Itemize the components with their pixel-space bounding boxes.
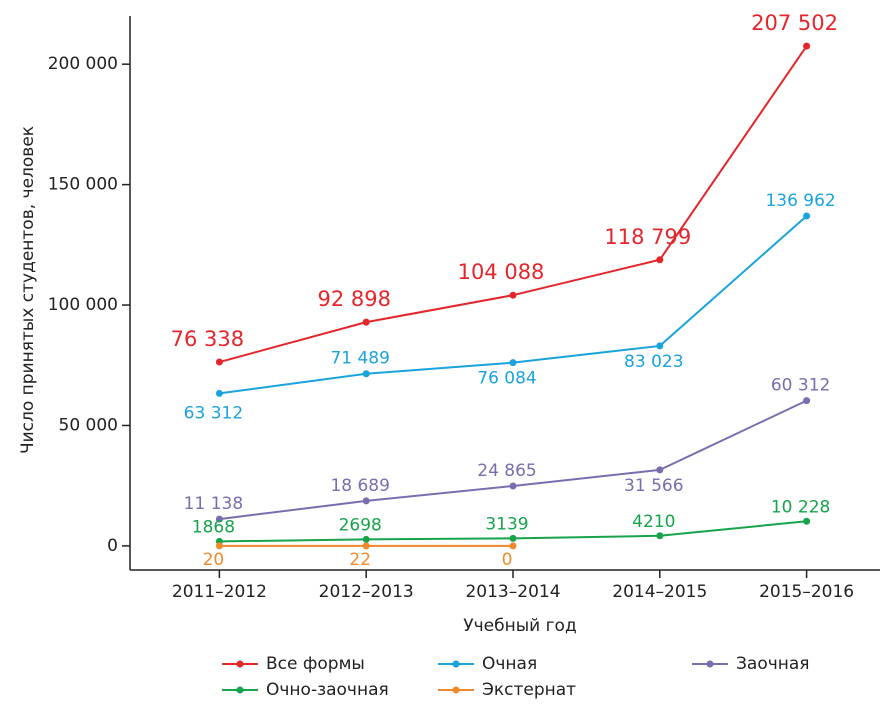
x-axis-title: Учебный год [463, 616, 576, 636]
data-label: 104 088 [458, 260, 545, 284]
point [656, 256, 664, 264]
data-label: 136 962 [765, 191, 835, 211]
data-label: 0 [502, 550, 513, 570]
point [509, 291, 517, 299]
legend-marker [236, 660, 244, 668]
data-label: 92 898 [317, 287, 390, 311]
line [219, 399, 808, 521]
data-label: 76 084 [477, 369, 536, 389]
data-label: 63 312 [184, 403, 243, 423]
data-label: 10 228 [771, 497, 830, 517]
point [215, 515, 223, 523]
point [509, 542, 517, 550]
y-axis-title: Число принятых студентов, человек [18, 126, 38, 454]
point [215, 358, 223, 366]
point [362, 318, 370, 326]
point [803, 517, 811, 525]
legend-marker [452, 660, 460, 668]
data-label: 76 338 [171, 327, 244, 351]
y-tick-label: 0 [107, 536, 118, 556]
legend-label: Все формы [266, 654, 365, 674]
point [509, 359, 517, 367]
point [215, 389, 223, 397]
y-tick-label: 50 000 [59, 415, 118, 435]
point [803, 212, 811, 220]
legend-marker [706, 660, 714, 668]
data-label: 60 312 [771, 376, 830, 396]
y-tick-label: 100 000 [48, 295, 118, 315]
legend-label: Экстернат [482, 680, 576, 700]
data-label: 24 865 [477, 461, 536, 481]
legend-label: Очная [482, 654, 537, 674]
data-label: 118 799 [604, 225, 691, 249]
data-label: 1868 [192, 517, 235, 537]
data-label: 11 138 [184, 494, 243, 514]
point [215, 542, 223, 550]
point [656, 342, 664, 350]
point [362, 535, 370, 543]
data-label: 22 [349, 550, 371, 570]
data-label: 2698 [339, 515, 382, 535]
point [803, 397, 811, 405]
point [803, 42, 811, 50]
point [656, 532, 664, 540]
x-tick-label: 2014–2015 [612, 582, 707, 602]
data-label: 71 489 [330, 349, 389, 369]
point [656, 466, 664, 474]
x-tick-label: 2011–2012 [172, 582, 267, 602]
line [219, 45, 808, 364]
data-label: 83 023 [624, 352, 683, 372]
legend-label: Очно-заочная [266, 680, 389, 700]
point [509, 534, 517, 542]
x-tick-label: 2013–2014 [465, 582, 560, 602]
data-label: 207 502 [751, 11, 838, 35]
data-label: 3139 [485, 514, 528, 534]
point [509, 482, 517, 490]
x-tick-label: 2015–2016 [759, 582, 854, 602]
point [362, 497, 370, 505]
legend-label: Заочная [736, 654, 810, 674]
data-label: 18 689 [330, 476, 389, 496]
point [362, 370, 370, 378]
data-label: 31 566 [624, 476, 683, 496]
point [362, 542, 370, 550]
y-tick-label: 150 000 [48, 175, 118, 195]
legend-marker [236, 686, 244, 694]
data-label: 20 [203, 550, 225, 570]
line [219, 215, 808, 395]
x-tick-label: 2012–2013 [319, 582, 414, 602]
data-label: 4210 [632, 512, 675, 532]
y-tick-label: 200 000 [48, 54, 118, 74]
legend-marker [452, 686, 460, 694]
